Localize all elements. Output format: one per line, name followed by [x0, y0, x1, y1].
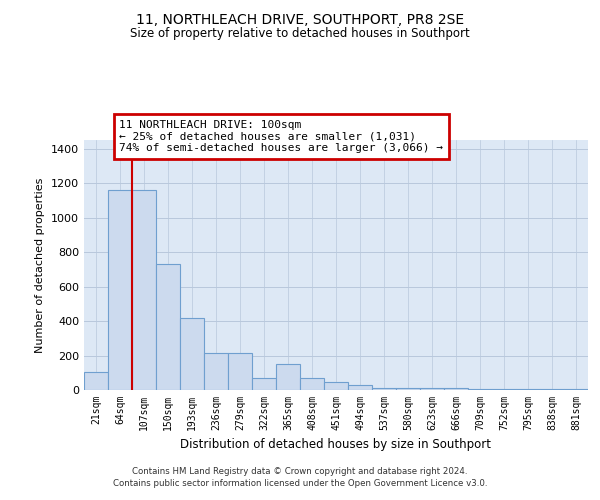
Bar	[540, 389, 564, 390]
Bar	[300, 378, 324, 390]
Bar	[492, 389, 516, 390]
Bar	[468, 389, 492, 390]
Bar	[444, 388, 468, 390]
Text: 11 NORTHLEACH DRIVE: 100sqm
← 25% of detached houses are smaller (1,031)
74% of : 11 NORTHLEACH DRIVE: 100sqm ← 25% of det…	[119, 120, 443, 153]
Bar	[396, 388, 420, 390]
Bar	[372, 388, 396, 390]
X-axis label: Distribution of detached houses by size in Southport: Distribution of detached houses by size …	[181, 438, 491, 452]
Bar	[228, 353, 252, 390]
Text: 11, NORTHLEACH DRIVE, SOUTHPORT, PR8 2SE: 11, NORTHLEACH DRIVE, SOUTHPORT, PR8 2SE	[136, 12, 464, 26]
Text: Contains public sector information licensed under the Open Government Licence v3: Contains public sector information licen…	[113, 478, 487, 488]
Bar	[564, 389, 588, 390]
Bar	[348, 385, 372, 390]
Bar	[180, 318, 204, 390]
Text: Size of property relative to detached houses in Southport: Size of property relative to detached ho…	[130, 28, 470, 40]
Bar	[204, 353, 228, 390]
Bar	[132, 190, 156, 390]
Bar	[252, 378, 276, 390]
Bar	[156, 264, 180, 390]
Bar	[276, 364, 300, 390]
Bar	[108, 190, 132, 390]
Y-axis label: Number of detached properties: Number of detached properties	[35, 178, 46, 352]
Bar	[324, 382, 348, 390]
Bar	[420, 388, 444, 390]
Bar	[84, 372, 108, 390]
Bar	[516, 389, 540, 390]
Text: Contains HM Land Registry data © Crown copyright and database right 2024.: Contains HM Land Registry data © Crown c…	[132, 467, 468, 476]
